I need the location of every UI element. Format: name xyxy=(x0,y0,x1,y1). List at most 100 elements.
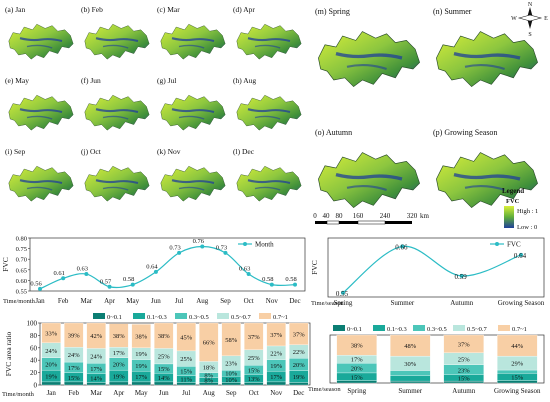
bar-label: 15% xyxy=(158,366,171,373)
plot-frame xyxy=(329,334,545,384)
data-label: 0.66 xyxy=(395,243,408,251)
xtick-label: Dec xyxy=(293,389,304,397)
bar-label: 20% xyxy=(293,362,306,369)
bar-segment xyxy=(390,334,431,357)
map-label-month-9: (j) Oct xyxy=(81,147,102,156)
bar-label: 66% xyxy=(203,340,216,347)
bar-segment xyxy=(131,324,151,348)
bar-segment xyxy=(109,381,129,386)
legend-label: 0.3~0.5 xyxy=(189,314,209,321)
bar-segment xyxy=(86,322,106,349)
bar-segment xyxy=(443,334,484,353)
bar-segment xyxy=(497,369,538,374)
xtick-label: Spring xyxy=(347,387,366,395)
bar-label: 39% xyxy=(68,333,81,340)
bar-label: 38% xyxy=(351,343,364,350)
bar-label: 15% xyxy=(511,375,524,382)
map-month-3 xyxy=(235,23,303,61)
data-point xyxy=(519,252,523,257)
legend-swatch xyxy=(175,313,187,319)
data-point xyxy=(153,269,158,274)
data-label: 0.63 xyxy=(239,266,250,273)
scale-tick-1: 40 xyxy=(323,212,331,220)
scale-tick-3: 160 xyxy=(353,212,364,220)
plot-frame xyxy=(29,237,306,292)
bar-label: 48% xyxy=(404,343,417,350)
bar-label: 17% xyxy=(113,350,126,357)
bar-segment xyxy=(266,322,286,347)
bar-segment xyxy=(131,381,151,386)
bar-label: 13% xyxy=(248,376,261,383)
legend-high: High : 1 xyxy=(517,208,538,215)
monthly-maps: (a) Jan (b) Feb (c) Mar (d) Apr (e) May (f) J… xyxy=(5,5,303,203)
xtick-label: Sep xyxy=(226,389,237,397)
legend-label: 0.5~0.7 xyxy=(467,326,488,333)
bar-label: 18% xyxy=(203,365,216,372)
legend-variable: FVC xyxy=(506,198,520,205)
ytick-label: 100 xyxy=(27,320,38,328)
data-point xyxy=(61,276,66,281)
map-label-month-0: (a) Jan xyxy=(5,5,25,14)
bar-label: 24% xyxy=(68,352,81,359)
x-axis-title: Time/month xyxy=(3,298,36,305)
bar-segment xyxy=(244,322,264,350)
bar-label: 30% xyxy=(404,361,417,368)
bar-label: 17% xyxy=(90,366,103,373)
bar-segment xyxy=(176,322,196,352)
data-label: 0.55 xyxy=(336,290,349,298)
bar-label: 19% xyxy=(113,374,126,381)
map-label-season-1: (n) Summer xyxy=(433,7,472,16)
xtick-label: May xyxy=(126,297,139,305)
bar-label: 29% xyxy=(511,361,524,368)
bar-label: 19% xyxy=(293,374,306,381)
bar-label: 25% xyxy=(458,356,471,363)
map-season-1 xyxy=(434,29,540,89)
map-month-2 xyxy=(159,23,227,61)
compass-e: E xyxy=(544,16,548,22)
legend-swatch xyxy=(373,325,385,331)
map-label-month-10: (k) Nov xyxy=(157,147,181,156)
bar-label: 37% xyxy=(458,341,471,348)
map-label-month-6: (g) Jul xyxy=(157,76,176,85)
data-point xyxy=(400,244,405,249)
legend-label: 0.1~0.3 xyxy=(387,326,407,333)
map-month-7 xyxy=(235,93,303,132)
xtick-label: Growing Season xyxy=(498,299,545,307)
ytick-label: 0.55 xyxy=(16,289,27,296)
map-month-1 xyxy=(83,23,151,61)
bar-label: 17% xyxy=(270,374,283,381)
bar-label: 19% xyxy=(270,363,283,370)
xtick-label: Oct xyxy=(249,389,259,397)
xtick-label: Jan xyxy=(47,389,57,397)
map-label-season-0: (m) Spring xyxy=(315,7,350,16)
compass-icon: N S W E xyxy=(511,2,548,38)
xtick-label: Jul xyxy=(182,389,190,397)
map-season-0 xyxy=(316,29,422,89)
ytick-label: 20 xyxy=(30,369,38,377)
legend-label: 0.5~0.7 xyxy=(231,314,252,321)
legend-label: 0.1~0.3 xyxy=(147,314,167,321)
bar-segment xyxy=(154,381,174,386)
map-label-month-11: (l) Dec xyxy=(233,147,255,156)
map-label-month-4: (e) May xyxy=(5,76,29,85)
legend-label: Month xyxy=(255,241,274,249)
seasonal-maps: (m) Spring (n) Summer (o) Autumn (p) Growin… xyxy=(315,7,540,210)
data-point xyxy=(293,282,297,287)
bar-label: 15% xyxy=(68,375,81,382)
data-label: 0.73 xyxy=(216,244,227,251)
map-month-6 xyxy=(159,93,227,132)
bar-label: 14% xyxy=(158,375,171,382)
bar-label: 19% xyxy=(135,351,148,358)
legend-title: Legend xyxy=(502,187,524,195)
data-label: 0.63 xyxy=(77,266,88,273)
bar-label: 37% xyxy=(270,332,283,339)
legend-swatch xyxy=(217,313,229,319)
plot-frame xyxy=(327,237,545,298)
bar-label: 58% xyxy=(225,337,238,344)
bar-label: 10% xyxy=(225,371,238,378)
bar-label: 14% xyxy=(90,376,103,383)
bar-segment xyxy=(390,370,431,376)
legend-label: 0~0.1 xyxy=(347,326,362,333)
xtick-label: Autumn xyxy=(452,387,475,395)
bar-segment xyxy=(390,380,431,384)
